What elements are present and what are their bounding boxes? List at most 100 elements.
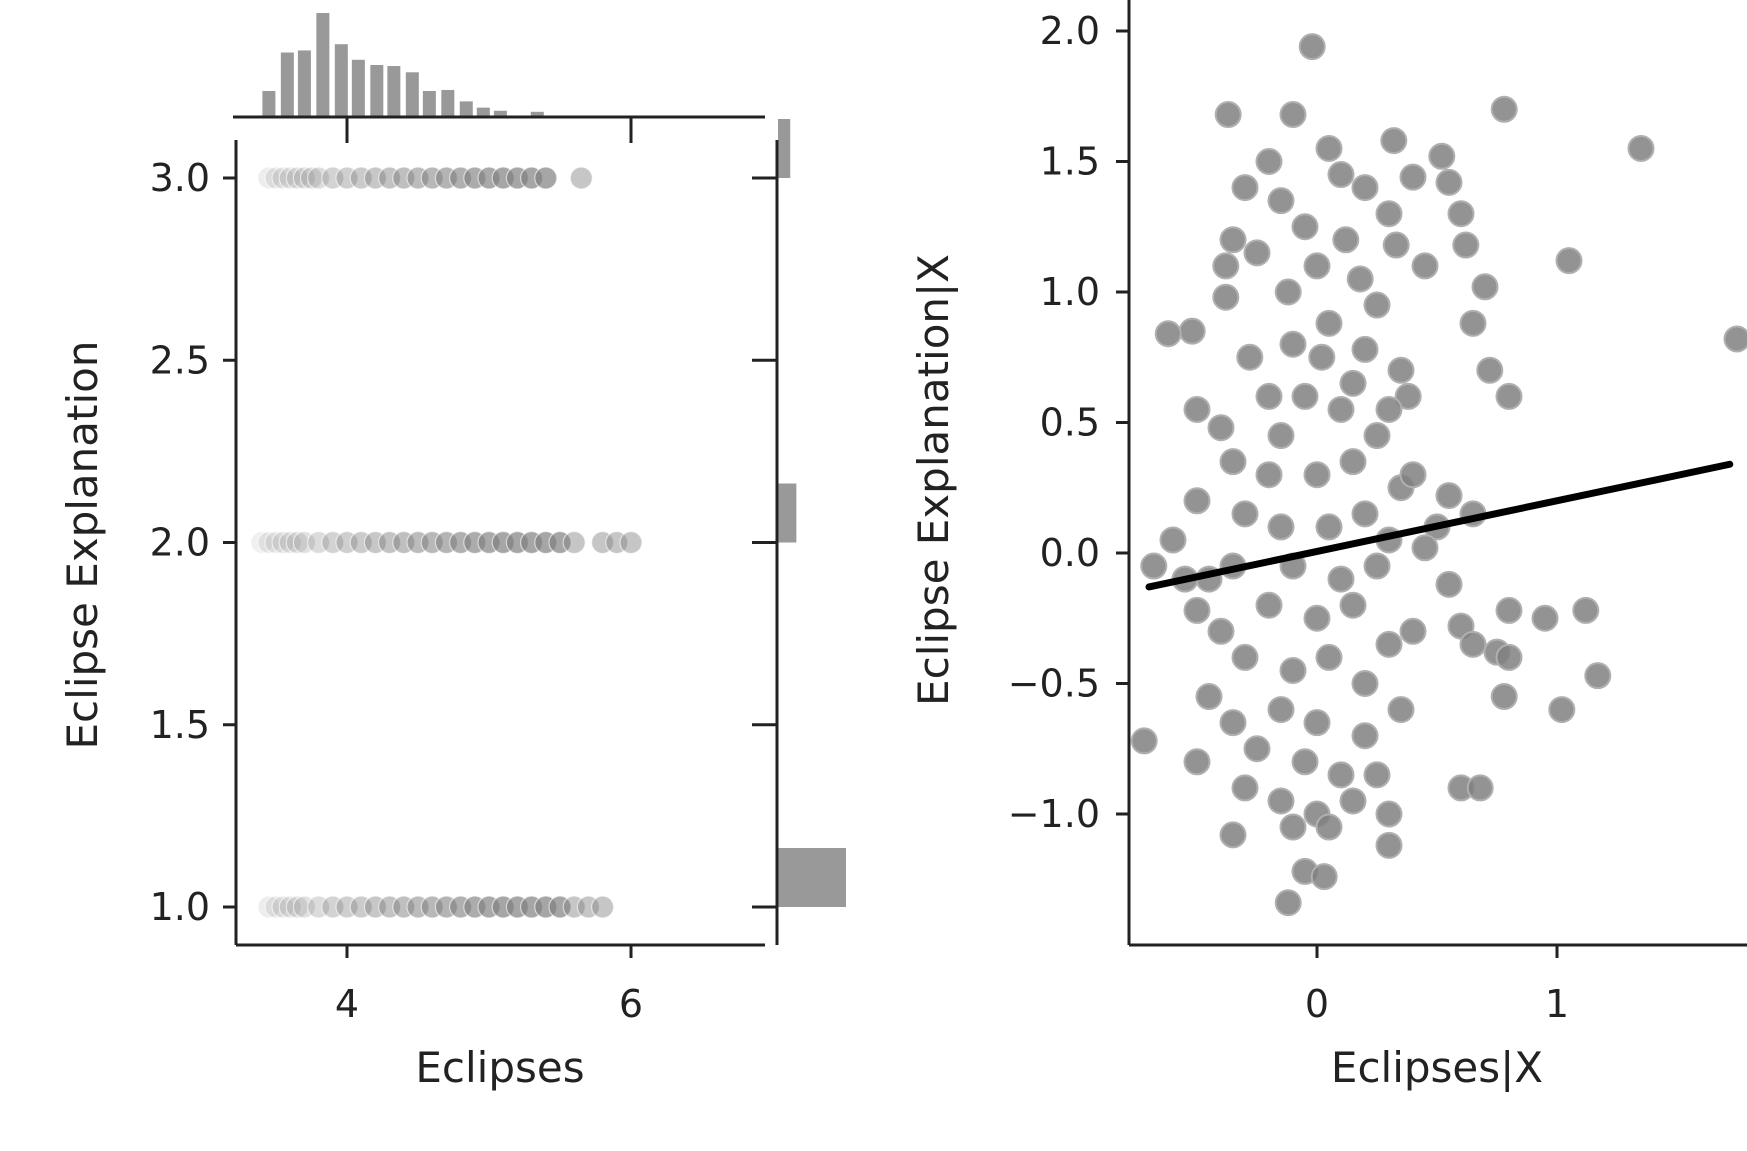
marginal-y-histogram: [778, 119, 846, 907]
joint-point: [250, 530, 274, 555]
joint-point: [619, 530, 643, 555]
regression-point: [1315, 134, 1343, 162]
joint-point: [292, 530, 316, 555]
regression-point: [1411, 252, 1439, 280]
joint-point: [335, 895, 359, 919]
marginal-x-bar: [280, 52, 294, 117]
joint-point: [335, 166, 359, 190]
regression-point: [1231, 643, 1259, 671]
marginal-x-bar: [459, 101, 473, 117]
regression-point: [1339, 787, 1367, 815]
regression-point: [1219, 448, 1247, 476]
regression-point: [1332, 226, 1360, 254]
joint-point: [605, 530, 629, 555]
regression-point: [1291, 382, 1319, 410]
marginal-x-bar: [370, 65, 384, 117]
joint-point: [562, 530, 586, 555]
regression-point: [1471, 273, 1499, 301]
regression-point: [1267, 187, 1295, 215]
joint-point: [363, 166, 387, 190]
regression-point: [1291, 213, 1319, 241]
regression-point: [1279, 813, 1307, 841]
marginal-x-bar: [387, 66, 401, 117]
joint-point: [271, 530, 295, 555]
regression-point: [1154, 320, 1182, 348]
regression-point: [1351, 335, 1379, 363]
regression-point: [1279, 656, 1307, 684]
joint-point: [335, 530, 359, 555]
regression-point: [1476, 356, 1504, 384]
regression-point: [1459, 630, 1487, 658]
regression-point: [1375, 831, 1403, 859]
regression-y-tick-label: 0.5: [1040, 401, 1100, 445]
joint-point: [349, 530, 373, 555]
joint-y-tick-label: 1.5: [150, 703, 210, 747]
joint-point: [534, 166, 558, 190]
regression-point: [1363, 552, 1391, 580]
joint-point: [257, 895, 281, 919]
joint-point: [292, 895, 316, 919]
marginal-x-bar: [476, 107, 490, 117]
regression-point: [1255, 148, 1283, 175]
regression-point: [1267, 787, 1295, 815]
marginal-y-bar: [778, 848, 846, 907]
joint-point: [278, 166, 302, 190]
joint-point: [548, 530, 572, 555]
regression-x-tick-label: 1: [1545, 982, 1569, 1026]
joint-y-tick-label: 3.0: [150, 156, 210, 200]
regression-point: [1183, 487, 1211, 515]
marginal-x-bar: [530, 111, 544, 117]
regression-point: [1548, 696, 1576, 724]
regression-point: [1308, 343, 1336, 371]
regression-point: [1447, 200, 1475, 228]
regression-point: [1363, 422, 1391, 450]
regression-point: [1351, 174, 1379, 202]
regression-point: [1495, 596, 1523, 624]
regression-x-tick-label: 0: [1305, 982, 1329, 1026]
regression-point: [1310, 863, 1338, 891]
regression-y-tick-label: −0.5: [1008, 662, 1100, 706]
regression-point: [1339, 369, 1367, 397]
joint-point: [576, 895, 601, 919]
joint-point: [257, 530, 281, 555]
regression-point: [1411, 534, 1439, 562]
regression-point: [1207, 617, 1235, 645]
joint-point: [363, 530, 387, 555]
regression-point: [1399, 461, 1427, 489]
regression-point: [1274, 278, 1302, 306]
regression-points: [1130, 33, 1747, 917]
regression-point: [1255, 382, 1283, 410]
regression-point: [1399, 617, 1427, 645]
regression-point: [1555, 247, 1583, 275]
marginal-x-bar: [493, 110, 507, 117]
regression-point: [1219, 226, 1247, 254]
regression-point: [1279, 330, 1307, 358]
joint-point: [548, 895, 572, 919]
marginal-x-bar: [297, 50, 311, 117]
regression-point: [1387, 356, 1415, 384]
regression-point: [1130, 727, 1158, 755]
regression-point: [1466, 774, 1494, 802]
regression-point: [1315, 813, 1343, 841]
regression-point: [1231, 500, 1259, 528]
joint-point: [264, 530, 288, 555]
regression-point: [1339, 591, 1367, 619]
joint-point: [292, 166, 316, 190]
regression-point: [1363, 761, 1391, 789]
regression-point: [1195, 683, 1223, 711]
regression-point: [1339, 448, 1367, 476]
regression-point: [1351, 500, 1379, 528]
regression-point: [1315, 513, 1343, 541]
regression-point: [1212, 252, 1240, 280]
joint-y-tick-label: 2.0: [150, 521, 210, 565]
regression-point: [1327, 565, 1355, 593]
regression-point: [1584, 662, 1612, 690]
regression-y-axis-label: Eclipse Explanation|X: [909, 254, 958, 706]
regression-point: [1375, 395, 1403, 423]
joint-point: [299, 166, 324, 190]
regression-point: [1387, 696, 1415, 724]
marginal-x-bar: [334, 44, 348, 118]
regression-point: [1375, 800, 1403, 828]
regression-point: [1303, 252, 1331, 280]
